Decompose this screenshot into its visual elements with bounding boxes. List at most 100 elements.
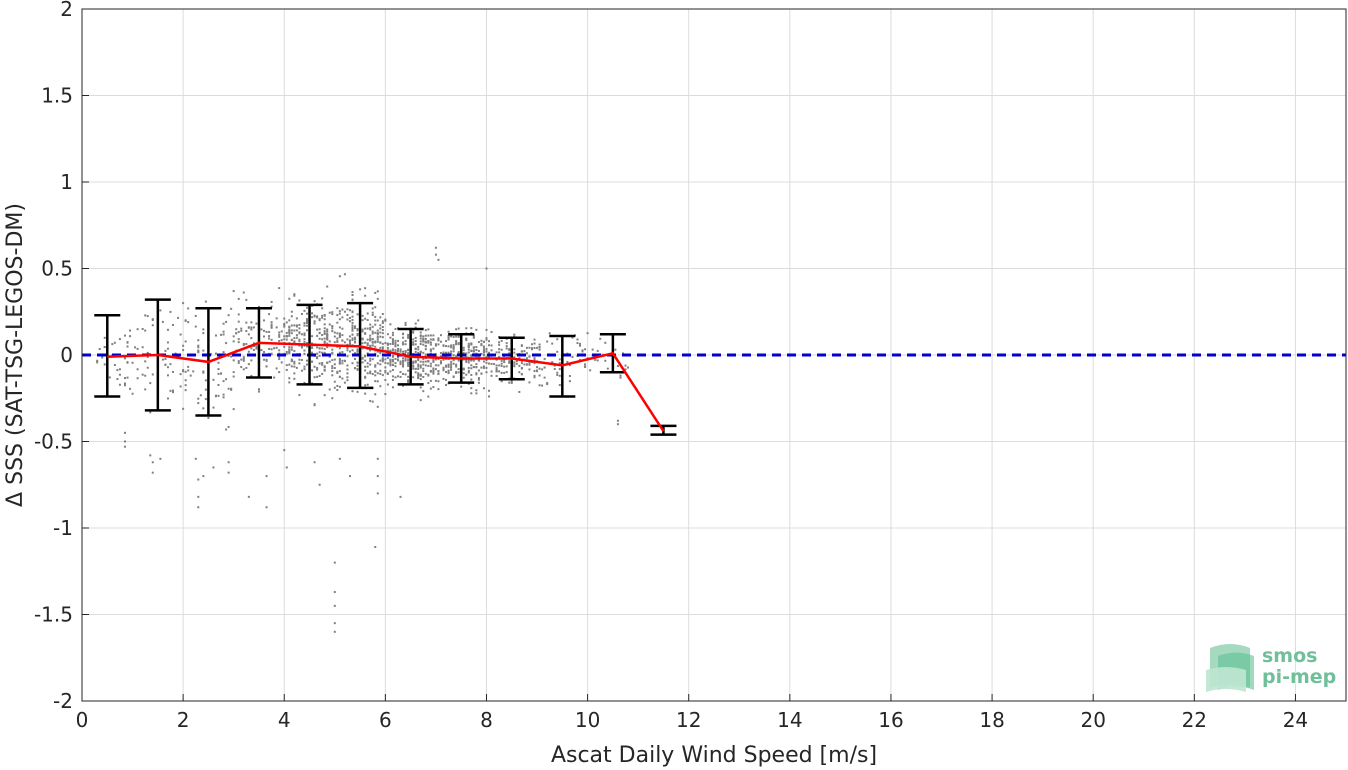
scatter-point <box>399 371 402 374</box>
scatter-point <box>384 366 387 369</box>
scatter-point <box>316 346 319 349</box>
scatter-point <box>624 364 627 367</box>
scatter-point <box>164 349 167 352</box>
scatter-point <box>371 311 374 314</box>
scatter-point <box>303 340 306 343</box>
scatter-point <box>197 402 200 405</box>
scatter-point <box>374 374 377 377</box>
scatter-point <box>482 348 485 351</box>
scatter-point <box>412 367 415 370</box>
scatter-point <box>505 342 508 345</box>
scatter-point <box>376 340 379 343</box>
scatter-point <box>354 336 357 339</box>
y-axis-label: Δ SSS (SAT-TSG-LEGOS-DM) <box>3 203 28 507</box>
scatter-point <box>528 355 531 358</box>
scatter-point <box>462 346 465 349</box>
scatter-point <box>366 342 369 345</box>
scatter-point <box>288 297 291 300</box>
scatter-point <box>589 369 592 372</box>
scatter-point <box>412 364 415 367</box>
scatter-point <box>331 348 334 351</box>
scatter-point <box>520 362 523 365</box>
scatter-point <box>445 384 448 387</box>
scatter-point <box>351 333 354 336</box>
scatter-point-outlier <box>265 506 268 509</box>
scatter-point <box>414 367 417 370</box>
scatter-point <box>447 363 450 366</box>
scatter-point <box>558 362 561 365</box>
y-tick-label: 1.5 <box>41 84 73 108</box>
scatter-point-outlier <box>247 495 250 498</box>
logo-line2: pi-mep <box>1262 666 1336 688</box>
scatter-point <box>149 382 152 385</box>
scatter-point <box>172 391 175 394</box>
scatter-point <box>123 334 126 337</box>
scatter-point <box>429 387 432 390</box>
scatter-point <box>343 273 346 276</box>
scatter-point <box>303 349 306 352</box>
scatter-point <box>475 349 478 352</box>
scatter-point <box>447 351 450 354</box>
scatter-point <box>424 340 427 343</box>
scatter-point <box>257 388 260 391</box>
scatter-point <box>452 375 455 378</box>
scatter-point <box>391 375 394 378</box>
scatter-point <box>434 368 437 371</box>
scatter-point <box>298 340 301 343</box>
scatter-point <box>546 383 549 386</box>
scatter-point <box>260 328 263 331</box>
scatter-point <box>116 378 119 381</box>
scatter-point <box>455 340 458 343</box>
scatter-point <box>407 359 410 362</box>
scatter-point <box>374 380 377 383</box>
scatter-point <box>331 351 334 354</box>
scatter-point <box>541 368 544 371</box>
scatter-point <box>462 376 465 379</box>
scatter-point <box>123 357 126 360</box>
scatter-point <box>429 370 432 373</box>
scatter-point <box>419 337 422 340</box>
scatter-point <box>465 353 468 356</box>
scatter-point <box>488 351 491 354</box>
scatter-point <box>505 345 508 348</box>
scatter-point <box>404 340 407 343</box>
scatter-point <box>222 393 225 396</box>
scatter-point <box>427 328 430 331</box>
scatter-point <box>323 347 326 350</box>
scatter-point <box>379 372 382 375</box>
scatter-point <box>204 398 207 401</box>
scatter-point <box>402 384 405 387</box>
scatter-point <box>184 379 187 382</box>
scatter-point <box>447 371 450 374</box>
scatter-point <box>295 334 298 337</box>
scatter-point <box>482 387 485 390</box>
scatter-point <box>523 363 526 366</box>
scatter-point <box>515 353 518 356</box>
scatter-point <box>131 392 134 395</box>
scatter-point-outlier <box>151 461 154 464</box>
scatter-point <box>144 329 147 332</box>
scatter-point <box>533 376 536 379</box>
scatter-point <box>470 343 473 346</box>
scatter-point <box>290 346 293 349</box>
scatter-point <box>505 371 508 374</box>
scatter-point <box>331 325 334 328</box>
scatter-point <box>263 350 266 353</box>
scatter-point <box>450 366 453 369</box>
scatter-point <box>450 350 453 353</box>
scatter-point <box>422 343 425 346</box>
scatter-point <box>470 327 473 330</box>
scatter-point <box>318 337 321 340</box>
scatter-point <box>303 338 306 341</box>
scatter-point <box>222 333 225 336</box>
scatter-point <box>450 368 453 371</box>
scatter-point <box>470 367 473 370</box>
scatter-point <box>500 359 503 362</box>
scatter-point <box>207 416 210 419</box>
scatter-point <box>533 369 536 372</box>
y-tick-label: -2 <box>53 689 73 713</box>
scatter-point <box>336 384 339 387</box>
scatter-point <box>257 305 260 308</box>
scatter-point <box>386 383 389 386</box>
scatter-point <box>414 340 417 343</box>
